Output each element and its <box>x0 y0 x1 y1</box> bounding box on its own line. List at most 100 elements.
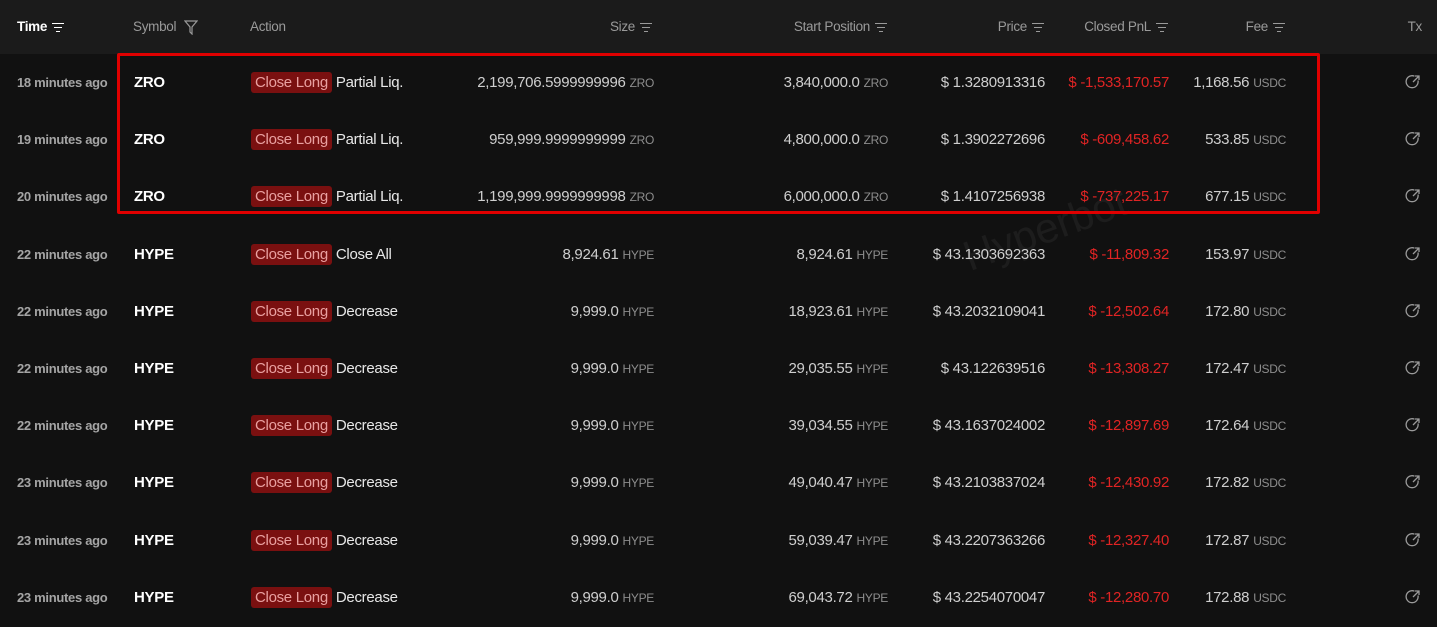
start-position-cell: 49,040.47 HYPE <box>788 474 888 492</box>
price-cell: $ 43.2254070047 <box>932 588 1046 606</box>
closed-pnl-cell: $ -12,430.92 <box>1088 474 1169 492</box>
table-row[interactable]: 23 minutes ago HYPE Close Long Decrease 9… <box>0 569 1437 626</box>
column-fee[interactable]: Fee <box>1246 19 1285 34</box>
action-badge: Close Long <box>251 186 332 208</box>
size-cell: 9,999.0 HYPE <box>570 474 655 492</box>
action-cell: Close Long Decrease <box>251 512 398 569</box>
time-cell: 22 minutes ago <box>17 303 108 319</box>
symbol-cell[interactable]: HYPE <box>134 302 174 320</box>
column-size[interactable]: Size <box>610 19 652 34</box>
fee-cell: 172.47 USDC <box>1205 360 1286 377</box>
action-cell: Close Long Partial Liq. <box>251 111 403 168</box>
table-row[interactable]: 19 minutes ago ZRO Close Long Partial Liq… <box>0 111 1437 168</box>
action-badge: Close Long <box>251 529 332 551</box>
price-cell: $ 1.3902272696 <box>940 131 1046 149</box>
sort-icon[interactable] <box>52 22 65 33</box>
price-cell: $ 43.1637024002 <box>932 417 1046 435</box>
column-start-position[interactable]: Start Position <box>794 19 887 34</box>
sort-icon[interactable] <box>1032 22 1044 33</box>
symbol-cell[interactable]: ZRO <box>134 74 165 91</box>
action-cell: Close Long Partial Liq. <box>251 168 403 225</box>
start-position-cell: 18,923.61 HYPE <box>788 302 888 320</box>
start-position-cell: 4,800,000.0 ZRO <box>783 131 889 149</box>
table-row[interactable]: 20 minutes ago ZRO Close Long Partial Liq… <box>0 168 1437 225</box>
sort-icon[interactable] <box>640 22 652 33</box>
external-link-icon[interactable] <box>1405 74 1421 90</box>
start-position-cell: 3,840,000.0 ZRO <box>783 74 889 91</box>
external-link-icon[interactable] <box>1405 303 1421 319</box>
price-cell: $ 1.3280913316 <box>940 74 1046 91</box>
start-position-cell: 39,034.55 HYPE <box>788 417 888 435</box>
time-cell: 22 minutes ago <box>17 361 108 376</box>
action-cell: Close Long Decrease <box>251 454 398 511</box>
time-cell: 23 minutes ago <box>17 532 108 548</box>
action-type: Decrease <box>335 474 398 492</box>
time-cell: 18 minutes ago <box>17 75 108 90</box>
action-type: Close All <box>335 245 392 263</box>
table-row[interactable]: 22 minutes ago HYPE Close Long Decrease 9… <box>0 283 1437 340</box>
closed-pnl-cell: $ -609,458.62 <box>1080 131 1169 149</box>
filter-icon[interactable] <box>183 20 198 36</box>
column-closed-pnl[interactable]: Closed PnL <box>1084 19 1168 34</box>
size-cell: 9,999.0 HYPE <box>570 531 655 549</box>
fee-cell: 172.87 USDC <box>1205 531 1286 549</box>
time-cell: 23 minutes ago <box>17 475 108 491</box>
symbol-cell[interactable]: HYPE <box>134 360 174 377</box>
closed-pnl-cell: $ -1,533,170.57 <box>1068 74 1169 91</box>
size-cell: 9,999.0 HYPE <box>570 360 655 377</box>
action-cell: Close Long Decrease <box>251 283 398 340</box>
external-link-icon[interactable] <box>1405 589 1421 605</box>
symbol-cell[interactable]: ZRO <box>134 131 165 149</box>
external-link-icon[interactable] <box>1405 246 1421 262</box>
table-row[interactable]: 23 minutes ago HYPE Close Long Decrease 9… <box>0 512 1437 569</box>
external-link-icon[interactable] <box>1405 532 1421 548</box>
table-row[interactable]: 18 minutes ago ZRO Close Long Partial Liq… <box>0 54 1437 111</box>
external-link-icon[interactable] <box>1405 474 1421 490</box>
action-badge: Close Long <box>251 358 332 379</box>
symbol-cell[interactable]: HYPE <box>134 531 174 549</box>
external-link-icon[interactable] <box>1405 131 1421 147</box>
table-row[interactable]: 22 minutes ago HYPE Close Long Decrease 9… <box>0 397 1437 454</box>
action-badge: Close Long <box>251 586 332 608</box>
column-time[interactable]: Time <box>17 19 65 34</box>
table-row[interactable]: 23 minutes ago HYPE Close Long Decrease 9… <box>0 454 1437 511</box>
symbol-cell[interactable]: HYPE <box>134 245 174 263</box>
action-cell: Close Long Decrease <box>251 569 398 626</box>
table-row[interactable]: 22 minutes ago HYPE Close Long Close All … <box>0 226 1437 283</box>
size-cell: 9,999.0 HYPE <box>570 302 655 320</box>
action-type: Partial Liq. <box>335 74 404 91</box>
sort-icon[interactable] <box>1273 22 1285 33</box>
action-type: Decrease <box>335 588 398 606</box>
size-cell: 1,199,999.9999999998 ZRO <box>477 188 654 206</box>
action-type: Decrease <box>335 531 398 549</box>
action-cell: Close Long Close All <box>251 226 392 283</box>
external-link-icon[interactable] <box>1405 188 1421 204</box>
column-price[interactable]: Price <box>998 19 1044 34</box>
table-row[interactable]: 22 minutes ago HYPE Close Long Decrease 9… <box>0 340 1437 397</box>
column-symbol[interactable]: Symbol <box>133 19 198 36</box>
time-cell: 19 minutes ago <box>17 132 108 148</box>
fee-cell: 677.15 USDC <box>1205 188 1286 206</box>
action-type: Partial Liq. <box>335 188 404 206</box>
sort-icon[interactable] <box>875 22 887 33</box>
fee-cell: 533.85 USDC <box>1205 131 1286 149</box>
fee-cell: 172.80 USDC <box>1205 302 1286 320</box>
size-cell: 2,199,706.5999999996 ZRO <box>477 74 654 91</box>
symbol-cell[interactable]: HYPE <box>134 588 174 606</box>
action-badge: Close Long <box>251 243 332 265</box>
closed-pnl-cell: $ -12,280.70 <box>1088 588 1169 606</box>
symbol-cell[interactable]: HYPE <box>134 417 174 435</box>
action-type: Decrease <box>335 417 398 435</box>
sort-icon[interactable] <box>1156 22 1168 33</box>
fee-cell: 172.82 USDC <box>1205 474 1286 492</box>
symbol-cell[interactable]: ZRO <box>134 188 165 206</box>
price-cell: $ 43.2103837024 <box>932 474 1046 492</box>
external-link-icon[interactable] <box>1405 417 1421 433</box>
symbol-cell[interactable]: HYPE <box>134 474 174 492</box>
closed-pnl-cell: $ -12,327.40 <box>1088 531 1169 549</box>
closed-pnl-cell: $ -12,897.69 <box>1088 417 1169 435</box>
price-cell: $ 43.2207363266 <box>932 531 1046 549</box>
price-cell: $ 43.2032109041 <box>932 302 1046 320</box>
size-cell: 9,999.0 HYPE <box>570 588 655 606</box>
external-link-icon[interactable] <box>1405 360 1421 376</box>
